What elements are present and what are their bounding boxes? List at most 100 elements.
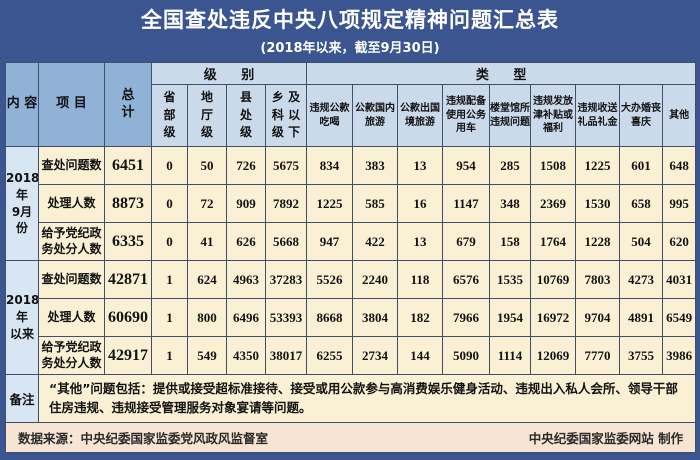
- data-cell: 38017: [264, 336, 308, 375]
- data-cell: 5675: [264, 146, 308, 185]
- data-cell: 144: [397, 336, 444, 375]
- data-cell: 4350: [226, 336, 266, 375]
- data-cell: 1225: [575, 146, 621, 185]
- data-cell: 53393: [264, 298, 308, 337]
- header-col-buildings: 楼堂馆所 违规问题: [489, 84, 532, 147]
- row-label: 查处问题数: [38, 146, 105, 185]
- data-cell: 422: [352, 222, 399, 261]
- data-cell: 6255: [306, 336, 354, 375]
- data-cell: 658: [619, 184, 664, 223]
- header-col-township-below: 乡 及 科 以 级 下: [264, 84, 308, 147]
- data-cell: 1147: [442, 184, 491, 223]
- data-cell: 3804: [352, 298, 399, 337]
- data-cell: 285: [489, 146, 532, 185]
- table-row: 2018年 以来 查处问题数 42871 1 624 4963 37283 55…: [5, 260, 697, 375]
- data-source-text: 数据来源：中央纪委国家监委党风政风监督室: [18, 430, 269, 446]
- header-col-official-cars: 违规配备 使用公务 用车: [442, 84, 491, 147]
- data-cell: 0: [151, 146, 188, 185]
- data-cell: 648: [662, 146, 697, 185]
- data-cell: 37283: [264, 260, 308, 299]
- data-cell: 72: [187, 184, 227, 223]
- data-cell: 16972: [530, 298, 577, 337]
- header-col-county: 县 处 级: [226, 84, 266, 147]
- note-text: “其他”问题包括：提供或接受超标准接待、接受或用公款参与高消费娱乐健身活动、违规…: [37, 374, 697, 423]
- summary-table: 内 容 项 目 总 计 级 别 类 型 省 部 级 地 厅 级 县 处 级 乡 …: [4, 62, 697, 453]
- data-cell: 41: [187, 222, 227, 261]
- header-col-provincial: 省 部 级: [151, 84, 188, 147]
- header-col-allowances: 违规发放 津补贴或 福利: [530, 84, 577, 147]
- page-subtitle: (2018年以来，截至9月30日): [260, 40, 440, 56]
- data-cell: 348: [489, 184, 532, 223]
- footer-row: 数据来源：中央纪委国家监委党风政风监督室 中央纪委国家监委网站 制作: [4, 421, 697, 453]
- total-cell: 42917: [104, 336, 152, 375]
- header-sub-row: 省 部 级 地 厅 级 县 处 级 乡 及 科 以 级 下 违规公款 吃喝 公款…: [6, 84, 697, 147]
- data-cell: 7966: [442, 298, 491, 337]
- data-cell: 620: [662, 222, 697, 261]
- total-cell: 8873: [104, 184, 152, 223]
- data-cell: 7770: [575, 336, 621, 375]
- data-cell: 1114: [489, 336, 532, 375]
- header-col-overseas-travel: 公款出国 境旅游: [397, 84, 444, 147]
- table-row: 处理人数 60690 1 800 6496 53393 8668 3804 18…: [6, 298, 697, 337]
- header-total: 总 计: [104, 62, 152, 147]
- header-group-type: 类 型: [306, 62, 697, 85]
- data-cell: 504: [619, 222, 664, 261]
- data-cell: 624: [187, 260, 227, 299]
- data-cell: 1: [151, 260, 188, 299]
- data-cell: 383: [352, 146, 399, 185]
- data-cell: 800: [187, 298, 227, 337]
- table-row: 给予党纪政 务处分人数 42917 1 549 4350 38017 6255 …: [6, 336, 697, 375]
- data-cell: 4031: [662, 260, 697, 299]
- row-label: 处理人数: [38, 184, 105, 223]
- footer-bar: 数据来源：中央纪委国家监委党风政风监督室 中央纪委国家监委网站 制作: [4, 421, 697, 453]
- data-cell: 4891: [619, 298, 664, 337]
- row-group-sep-2018: 2018年 9月份: [5, 146, 39, 261]
- data-cell: 7892: [264, 184, 308, 223]
- data-cell: 947: [306, 222, 354, 261]
- data-cell: 3986: [662, 336, 697, 375]
- data-cell: 6549: [662, 298, 697, 337]
- data-cell: 3755: [619, 336, 664, 375]
- data-cell: 8668: [306, 298, 354, 337]
- credit-text: 中央纪委国家监委网站 制作: [528, 430, 684, 446]
- table-row: 2018年 9月份 查处问题数 6451 0 50 726 5675 834 3…: [5, 146, 697, 261]
- page-title: 全国查处违反中央八项规定精神问题汇总表: [141, 8, 559, 33]
- data-cell: 13: [397, 222, 444, 261]
- row-group-since-2018: 2018年 以来: [5, 260, 39, 375]
- data-cell: 995: [662, 184, 697, 223]
- data-cell: 626: [226, 222, 266, 261]
- data-cell: 10769: [530, 260, 577, 299]
- data-cell: 118: [397, 260, 444, 299]
- row-label: 处理人数: [38, 298, 105, 337]
- data-cell: 9704: [575, 298, 621, 337]
- data-cell: 549: [187, 336, 227, 375]
- data-cell: 2240: [352, 260, 399, 299]
- header-content: 内 容: [5, 62, 39, 147]
- header-col-gifts: 违规收送 礼品礼金: [575, 84, 621, 147]
- data-cell: 726: [226, 146, 266, 185]
- header-group-row: 内 容 项 目 总 计 级 别 类 型: [5, 62, 697, 147]
- data-cell: 50: [187, 146, 227, 185]
- data-cell: 834: [306, 146, 354, 185]
- table-row: 处理人数 8873 0 72 909 7892 1225 585 16 1147…: [6, 184, 697, 223]
- row-label: 查处问题数: [38, 260, 105, 299]
- header-col-prefecture: 地 厅 级: [187, 84, 227, 147]
- total-cell: 42871: [104, 260, 152, 299]
- data-cell: 1: [151, 336, 188, 375]
- data-cell: 16: [397, 184, 444, 223]
- data-cell: 1508: [530, 146, 577, 185]
- total-cell: 6451: [104, 146, 152, 185]
- data-cell: 601: [619, 146, 664, 185]
- data-cell: 909: [226, 184, 266, 223]
- data-cell: 7803: [575, 260, 621, 299]
- data-cell: 1764: [530, 222, 577, 261]
- data-cell: 1228: [575, 222, 621, 261]
- data-cell: 585: [352, 184, 399, 223]
- data-cell: 4963: [226, 260, 266, 299]
- data-cell: 158: [489, 222, 532, 261]
- title-bar: 全国查处违反中央八项规定精神问题汇总表 (2018年以来，截至9月30日): [5, 0, 695, 62]
- data-cell: 6496: [226, 298, 266, 337]
- data-cell: 1225: [306, 184, 354, 223]
- total-cell: 60690: [104, 298, 152, 337]
- header-col-other: 其他: [662, 84, 697, 147]
